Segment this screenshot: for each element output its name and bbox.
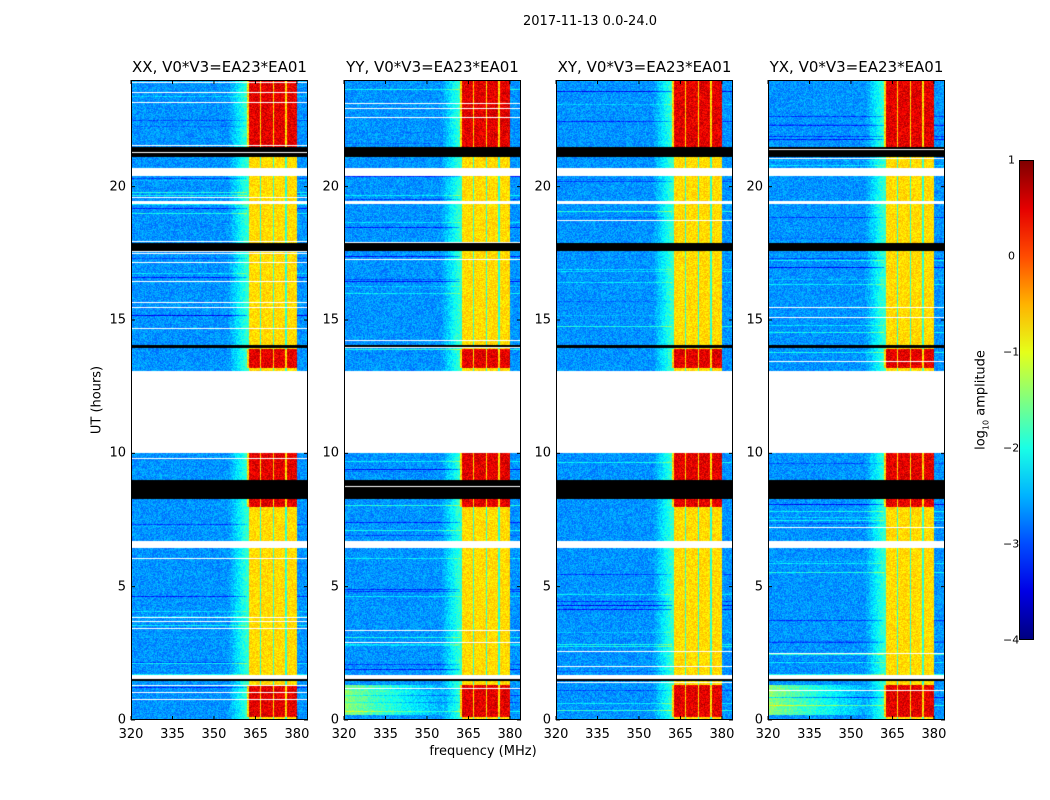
axes-frame xyxy=(343,80,521,721)
x-tick-label: 335 xyxy=(160,727,185,742)
y-tick-label: 0 xyxy=(330,712,339,728)
panel-title: XY, V0*V3=EA23*EA01 xyxy=(557,58,732,76)
y-axis-label: UT (hours) xyxy=(89,365,105,435)
colorbar-tick-label: 0 xyxy=(1008,249,1015,263)
colorbar-label-rest: amplitude xyxy=(973,350,989,420)
y-tick-label: 15 xyxy=(746,312,763,328)
x-tick-label: 350 xyxy=(838,727,864,742)
x-tick-label: 335 xyxy=(585,727,610,742)
x-tick-label: 365 xyxy=(456,727,481,742)
y-tick-label: 5 xyxy=(117,579,126,595)
colorbar-tick-label: −4 xyxy=(1003,633,1020,647)
x-tick-label: 320 xyxy=(755,727,781,742)
y-tick-label: 0 xyxy=(117,712,126,728)
y-tick-label: 10 xyxy=(322,445,339,461)
x-tick-label: 350 xyxy=(201,727,227,742)
colorbar-label-sub: 10 xyxy=(981,419,991,431)
panel-title: XX, V0*V3=EA23*EA01 xyxy=(132,58,307,76)
x-tick-label: 380 xyxy=(497,727,523,742)
x-tick-label: 380 xyxy=(921,727,947,742)
colorbar-label: log10 amplitude xyxy=(974,350,991,450)
axes-border xyxy=(131,80,308,720)
y-tick-label: 10 xyxy=(746,445,763,461)
x-tick-label: 365 xyxy=(243,727,268,742)
axes-frame xyxy=(555,80,733,721)
x-tick-label: 320 xyxy=(118,727,144,742)
y-tick-label: 15 xyxy=(322,312,339,328)
y-tick-label: 20 xyxy=(322,179,339,195)
heatmap-image xyxy=(768,80,945,720)
x-tick-label: 335 xyxy=(797,727,822,742)
axes-frame xyxy=(767,80,945,721)
y-tick-label: 5 xyxy=(754,579,763,595)
heatmap-panel-yy: YY, V0*V3=EA23*EA01 320 335 350 365 380 0 5 10 15… xyxy=(322,58,522,742)
heatmap-image xyxy=(556,80,733,720)
colorbar-tick-label: −1 xyxy=(1003,345,1020,359)
heatmap-image xyxy=(344,80,521,720)
axes-border xyxy=(344,80,521,720)
panel-title: YX, V0*V3=EA23*EA01 xyxy=(769,58,944,76)
y-tick-label: 20 xyxy=(109,179,126,195)
x-tick-label: 365 xyxy=(880,727,905,742)
colorbar-tick-label: −2 xyxy=(1003,441,1020,455)
y-tick-label: 10 xyxy=(534,445,551,461)
colorbar-label-log: log xyxy=(973,430,989,450)
x-tick-label: 380 xyxy=(284,727,310,742)
y-tick-label: 0 xyxy=(542,712,551,728)
x-axis-label: frequency (MHz) xyxy=(429,744,537,759)
heatmap-panel-xy: XY, V0*V3=EA23*EA01 320 335 350 365 380 0 5 10 15… xyxy=(534,58,734,742)
y-tick-label: 5 xyxy=(330,579,339,595)
y-tick-label: 5 xyxy=(542,579,551,595)
panel-title: YY, V0*V3=EA23*EA01 xyxy=(346,58,519,76)
x-tick-label: 320 xyxy=(331,727,357,742)
heatmap-image xyxy=(131,80,308,720)
heatmap-panel-xx: XX, V0*V3=EA23*EA01 320 335 350 365 380 0 5 10 15… xyxy=(109,58,309,742)
colorbar xyxy=(1019,160,1034,640)
heatmap-panel-yx: YX, V0*V3=EA23*EA01 320 335 350 365 380 0 5 10 15… xyxy=(746,58,946,742)
y-tick-label: 10 xyxy=(109,445,126,461)
x-tick-label: 350 xyxy=(414,727,440,742)
y-tick-label: 20 xyxy=(534,179,551,195)
colorbar-tick-label: −3 xyxy=(1003,537,1020,551)
colorbar-tick-label: 1 xyxy=(1008,153,1015,167)
axes-border xyxy=(556,80,733,720)
y-tick-label: 15 xyxy=(534,312,551,328)
x-tick-label: 350 xyxy=(626,727,652,742)
y-tick-label: 20 xyxy=(746,179,763,195)
x-tick-label: 380 xyxy=(709,727,735,742)
figure-title: 2017-11-13 0.0-24.0 xyxy=(523,14,657,29)
x-tick-label: 365 xyxy=(668,727,693,742)
axes-frame xyxy=(130,80,308,721)
x-tick-label: 335 xyxy=(373,727,398,742)
y-tick-label: 15 xyxy=(109,312,126,328)
x-tick-label: 320 xyxy=(543,727,569,742)
y-tick-label: 0 xyxy=(754,712,763,728)
axes-border xyxy=(768,80,945,720)
